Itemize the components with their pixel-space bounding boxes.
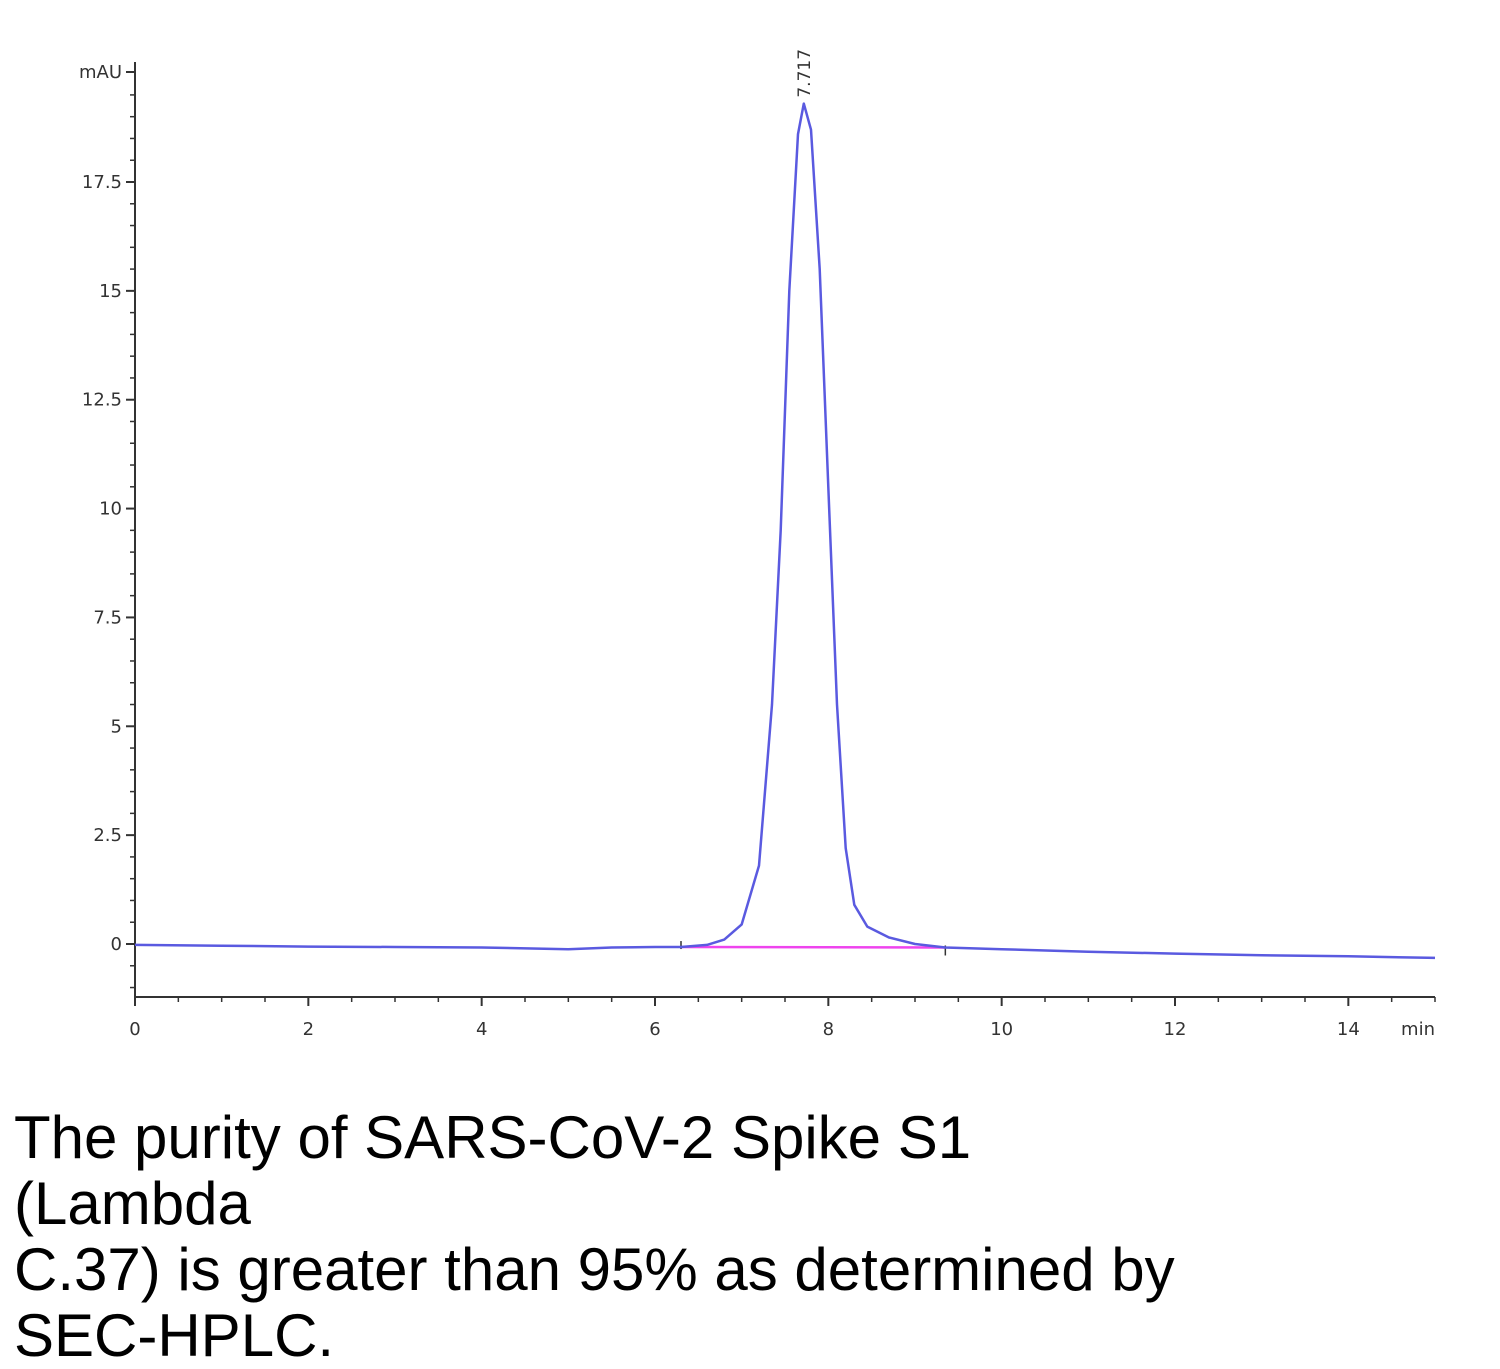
chromatogram-trace xyxy=(135,104,1435,958)
y-tick-label: 15 xyxy=(99,281,122,302)
y-tick-label: 2.5 xyxy=(93,825,122,846)
chromatogram-chart: 0 2.5 5 7.5 10 12.5 15 17.5 mAU 0 2 4 6 8 10 12 14 min 7… xyxy=(0,0,1500,1080)
y-tick-label: 10 xyxy=(99,499,122,520)
x-tick-label: 6 xyxy=(649,1019,660,1040)
x-tick-label: 14 xyxy=(1337,1019,1360,1040)
x-axis: 0 2 4 6 8 10 12 14 min xyxy=(129,997,1435,1040)
x-unit-label: min xyxy=(1401,1019,1435,1040)
peak-retention-label: 7.717 xyxy=(795,49,815,98)
y-tick-label: 17.5 xyxy=(82,172,122,193)
y-unit-label: mAU xyxy=(79,62,122,83)
y-axis: 0 2.5 5 7.5 10 12.5 15 17.5 mAU xyxy=(79,62,135,997)
x-tick-label: 2 xyxy=(303,1019,314,1040)
x-tick-label: 8 xyxy=(823,1019,834,1040)
x-tick-label: 12 xyxy=(1164,1019,1187,1040)
y-tick-label: 0 xyxy=(111,934,122,955)
x-tick-label: 4 xyxy=(476,1019,487,1040)
plot-area: 7.717 xyxy=(135,49,1435,958)
y-tick-label: 7.5 xyxy=(93,607,122,628)
figure-caption: The purity of SARS-CoV-2 Spike S1 (Lambd… xyxy=(14,1105,1214,1369)
x-tick-label: 10 xyxy=(990,1019,1013,1040)
y-tick-label: 12.5 xyxy=(82,390,122,411)
x-tick-label: 0 xyxy=(129,1019,140,1040)
y-tick-label: 5 xyxy=(111,716,122,737)
